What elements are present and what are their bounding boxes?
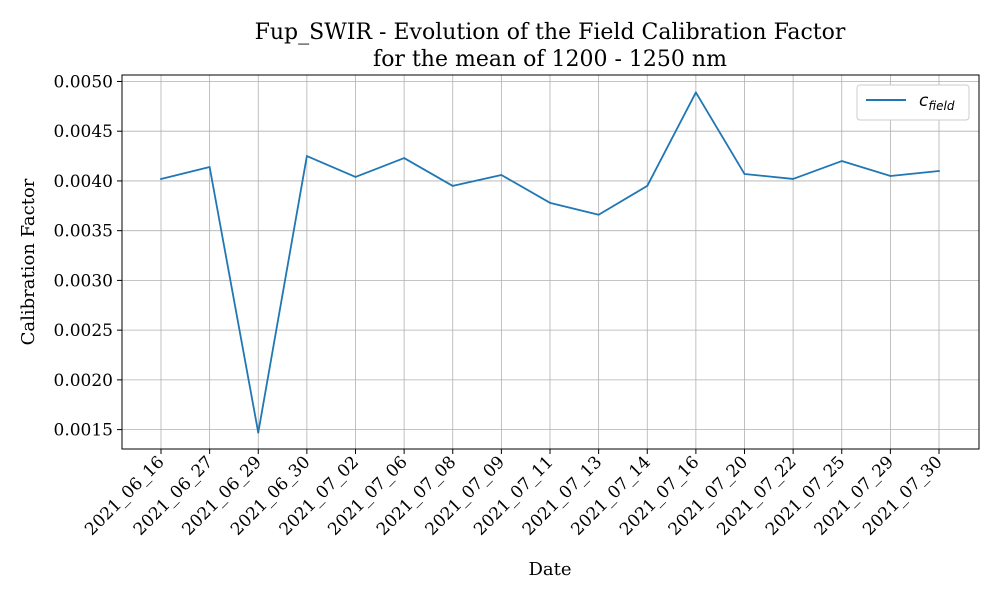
data-point [743, 173, 746, 175]
data-point [208, 166, 211, 168]
y-tick-label: 0.0015 [54, 421, 113, 441]
y-tick-label: 0.0040 [54, 172, 113, 192]
data-point [549, 201, 551, 204]
legend-box [856, 84, 970, 121]
y-tick-label: 0.0025 [54, 321, 113, 341]
chart-title-line-1: Fup_SWIR - Evolution of the Field Calibr… [255, 20, 846, 45]
legend-label-main: c [919, 91, 929, 111]
y-axis-label: Calibration Factor [18, 178, 39, 345]
data-point [354, 176, 357, 178]
data-point [889, 175, 892, 177]
y-tick-label: 0.0045 [54, 122, 113, 142]
series-layer [160, 91, 940, 434]
x-axis: 2021_06_162021_06_272021_06_292021_06_30… [81, 449, 947, 540]
data-point [451, 185, 454, 187]
data-point [257, 431, 260, 434]
data-point [500, 174, 503, 176]
y-tick-label: 0.0030 [54, 271, 113, 291]
x-axis-label: Date [528, 559, 571, 580]
data-point [938, 170, 940, 172]
legend: cfield [856, 84, 970, 121]
data-point [305, 155, 308, 157]
data-point [597, 213, 600, 216]
chart-title-line-2: for the mean of 1200 - 1250 nm [373, 47, 727, 72]
y-axis: 0.0015 0.0020 0.0025 0.0030 0.0035 0.0040 0.00… [54, 72, 122, 441]
y-tick-label: 0.0050 [54, 72, 113, 92]
data-point [403, 157, 406, 159]
data-point [694, 91, 697, 94]
y-tick-label: 0.0035 [54, 222, 113, 242]
grid-lines [122, 75, 979, 449]
legend-label-subscript: field [928, 99, 954, 113]
data-point [792, 178, 795, 180]
data-point [840, 160, 843, 162]
legend-label: cfield [919, 91, 955, 113]
y-tick-label: 0.0020 [54, 371, 113, 391]
data-point [160, 178, 162, 180]
data-point [646, 185, 649, 187]
